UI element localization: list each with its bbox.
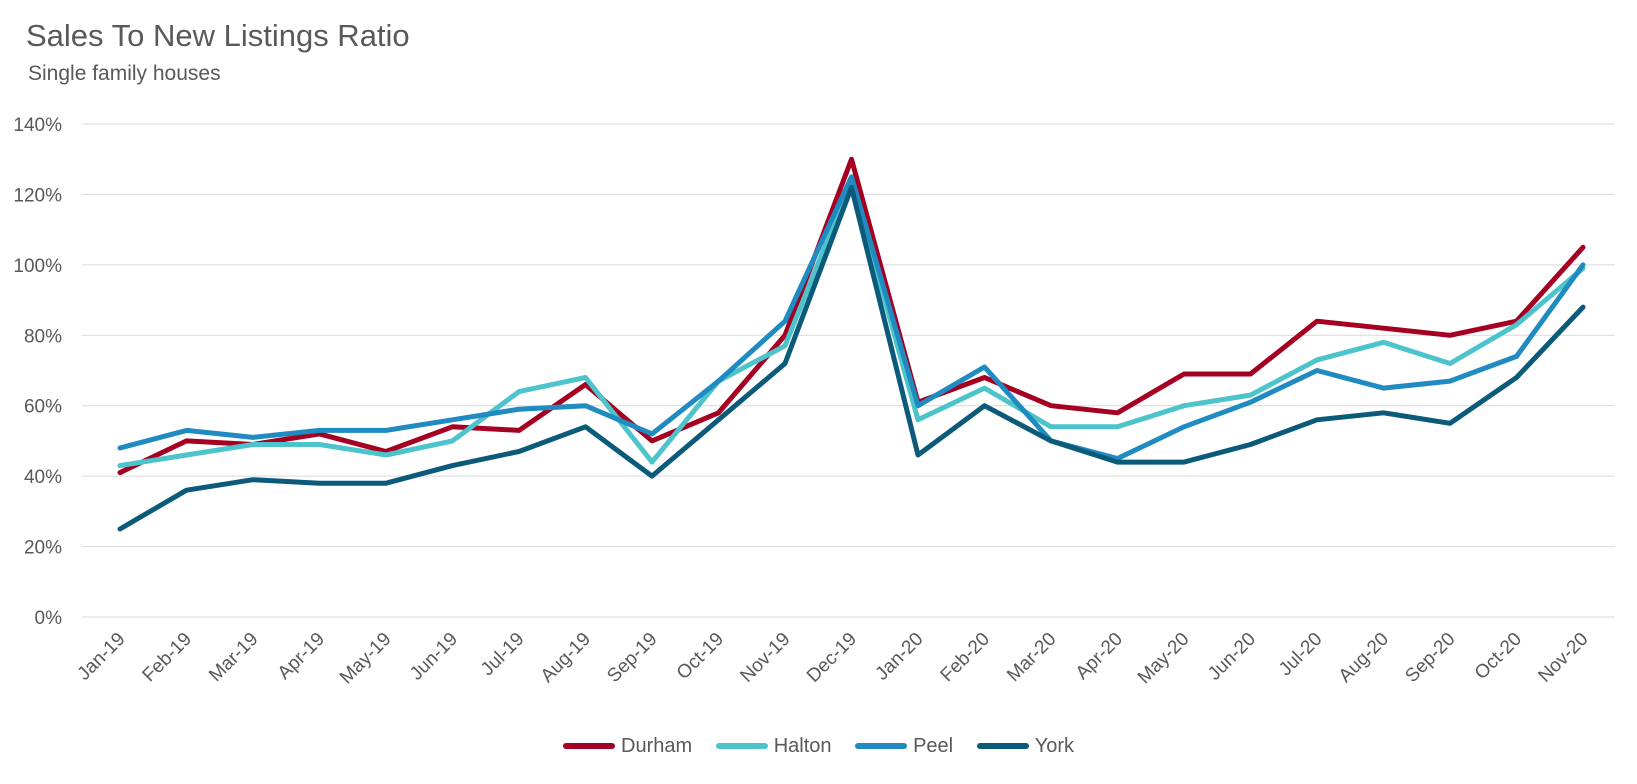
x-tick-label: Apr-19 <box>274 629 329 684</box>
legend-swatch-peel <box>855 743 908 749</box>
x-axis-tick-labels: Jan-19 Feb-19 Mar-19 Apr-19 May-19 Jun-19 Jul-… <box>74 629 1593 689</box>
x-tick-label: Sep-19 <box>603 629 661 687</box>
y-axis-tick-labels: 0% 20% 40% 60% 80% 100% 120% 140% <box>13 115 62 629</box>
x-tick-label: Aug-20 <box>1335 629 1393 687</box>
x-tick-label: Dec-19 <box>803 629 861 687</box>
x-tick-label: Feb-20 <box>937 629 994 686</box>
y-tick-label: 120% <box>13 185 62 206</box>
legend-label-peel: Peel <box>913 734 954 757</box>
x-tick-label: Jun-19 <box>406 629 462 685</box>
y-tick-label: 80% <box>24 326 62 347</box>
y-tick-label: 100% <box>13 256 62 277</box>
legend-item-york[interactable]: York <box>976 734 1074 758</box>
y-tick-label: 60% <box>24 397 62 418</box>
x-tick-label: Jan-19 <box>74 629 130 685</box>
legend-label-halton: Halton <box>773 734 832 757</box>
legend-label-york: York <box>1034 734 1074 757</box>
series-line-york[interactable] <box>117 184 1586 532</box>
series-line-halton[interactable] <box>117 177 1586 469</box>
y-tick-label: 140% <box>13 115 62 136</box>
series-lines <box>117 156 1586 532</box>
series-line-peel[interactable] <box>117 174 1586 461</box>
x-tick-label: Oct-20 <box>1471 629 1526 684</box>
x-tick-label: Oct-19 <box>673 629 728 684</box>
x-tick-label: Jul-20 <box>1275 629 1326 680</box>
legend-swatch-halton <box>715 743 768 749</box>
x-tick-label: Apr-20 <box>1072 629 1127 684</box>
chart-title: Sales To New Listings Ratio <box>26 18 410 53</box>
x-tick-label: Mar-20 <box>1003 629 1060 686</box>
x-tick-label: Jun-20 <box>1204 629 1260 685</box>
y-tick-label: 0% <box>35 608 63 629</box>
x-tick-label: Mar-19 <box>205 629 262 686</box>
y-tick-label: 40% <box>24 467 62 488</box>
legend-swatch-durham <box>563 743 616 749</box>
x-tick-label: May-19 <box>336 629 396 689</box>
x-tick-label: Jan-20 <box>872 629 928 685</box>
x-tick-label: Nov-19 <box>736 629 794 687</box>
x-tick-label: Jul-19 <box>477 629 528 680</box>
legend: Durham Halton Peel York <box>0 732 1637 758</box>
legend-item-durham[interactable]: Durham <box>563 735 692 758</box>
chart-subtitle: Single family houses <box>28 62 221 85</box>
y-tick-label: 20% <box>24 538 62 559</box>
x-tick-label: May-20 <box>1134 629 1194 689</box>
line-chart: 0%20%40%60%80%100%120%140% Jan-19 Feb-19 M… <box>13 115 1615 689</box>
x-tick-label: Nov-20 <box>1534 629 1592 687</box>
x-tick-label: Aug-19 <box>537 629 595 687</box>
legend-item-halton[interactable]: Halton <box>715 734 832 758</box>
legend-item-peel[interactable]: Peel <box>855 735 953 758</box>
legend-label-durham: Durham <box>621 734 693 757</box>
legend-swatch-york <box>976 743 1029 749</box>
series-line-durham[interactable] <box>117 156 1586 476</box>
x-tick-label: Feb-19 <box>139 629 196 686</box>
x-tick-label: Sep-20 <box>1401 629 1459 687</box>
